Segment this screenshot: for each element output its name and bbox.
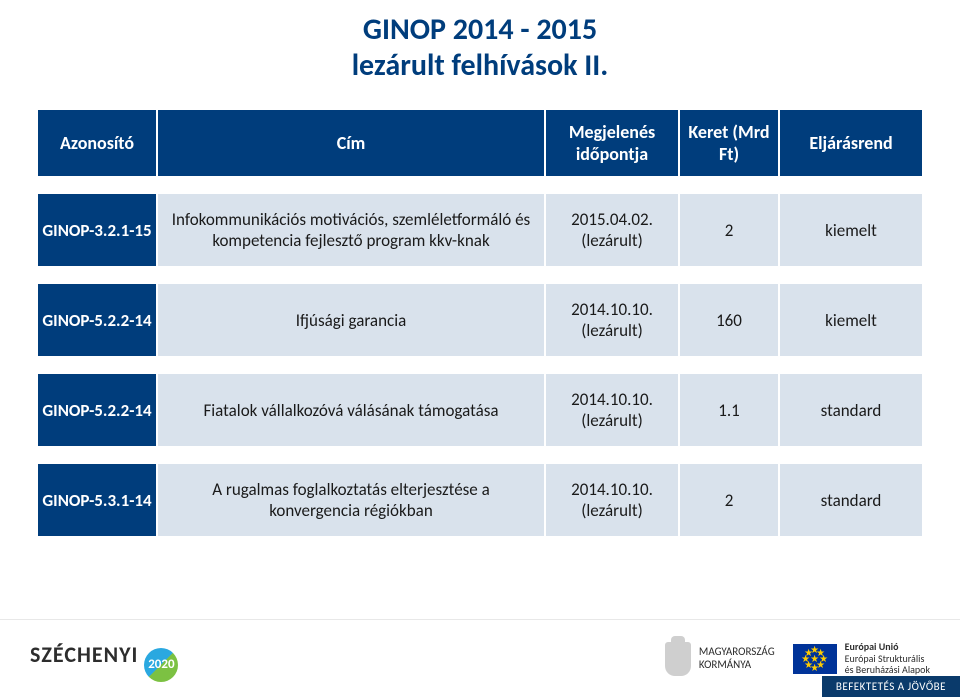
row-gap <box>38 266 922 284</box>
col-header-procedure: Eljárásrend <box>780 110 922 176</box>
gov-text: MAGYARORSZÁG KORMÁNYA <box>699 646 775 670</box>
row-gap <box>38 356 922 374</box>
table-row: GINOP-5.2.2-14 Ifjúsági garancia 2014.10… <box>38 284 922 356</box>
row-gap <box>38 176 922 194</box>
col-header-title: Cím <box>158 110 546 176</box>
gov-line-1: MAGYARORSZÁG <box>699 646 775 658</box>
cell-procedure: kiemelt <box>780 194 922 266</box>
szechenyi-2020-badge: 2020 <box>144 648 178 682</box>
page-title: GINOP 2014 - 2015 lezárult felhívások II… <box>0 12 960 84</box>
cell-budget: 2 <box>680 464 780 536</box>
cell-date: 2014.10.10. (lezárult) <box>546 464 680 536</box>
cell-date: 2015.04.02. (lezárult) <box>546 194 680 266</box>
eu-line-3: és Beruházási Alapok <box>845 664 930 676</box>
eu-block: Európai Unió Európai Strukturális és Ber… <box>793 641 930 676</box>
coat-of-arms-icon <box>665 642 691 676</box>
footer-right: MAGYARORSZÁG KORMÁNYA Európai Unió Európ… <box>665 641 930 676</box>
table-header-row: Azonosító Cím Megjelenés időpontja Keret… <box>38 110 922 176</box>
calls-table: Azonosító Cím Megjelenés időpontja Keret… <box>38 110 922 536</box>
cell-id: GINOP-5.2.2-14 <box>38 374 158 446</box>
cell-date: 2014.10.10. (lezárult) <box>546 284 680 356</box>
cell-title: Fiatalok vállalkozóvá válásának támogatá… <box>158 374 546 446</box>
eu-text: Európai Unió Európai Strukturális és Ber… <box>845 641 930 676</box>
footer: SZÉCHENYI 2020 MAGYARORSZÁG KORMÁNYA Eur… <box>0 619 960 697</box>
cell-id: GINOP-3.2.1-15 <box>38 194 158 266</box>
cell-procedure: standard <box>780 464 922 536</box>
col-header-date: Megjelenés időpontja <box>546 110 680 176</box>
szechenyi-logo: SZÉCHENYI 2020 <box>30 641 178 676</box>
cell-id: GINOP-5.3.1-14 <box>38 464 158 536</box>
gov-block: MAGYARORSZÁG KORMÁNYA <box>665 642 775 676</box>
title-line-1: GINOP 2014 - 2015 <box>363 11 597 48</box>
table-row: GINOP-5.3.1-14 A rugalmas foglalkoztatás… <box>38 464 922 536</box>
gov-line-2: KORMÁNYA <box>699 659 775 671</box>
cell-budget: 2 <box>680 194 780 266</box>
table-row: GINOP-5.2.2-14 Fiatalok vállalkozóvá vál… <box>38 374 922 446</box>
cell-procedure: kiemelt <box>780 284 922 356</box>
cell-budget: 160 <box>680 284 780 356</box>
szechenyi-text: SZÉCHENYI <box>30 641 138 668</box>
cell-id: GINOP-5.2.2-14 <box>38 284 158 356</box>
cell-procedure: standard <box>780 374 922 446</box>
cell-title: Ifjúsági garancia <box>158 284 546 356</box>
cell-budget: 1.1 <box>680 374 780 446</box>
col-header-budget: Keret (Mrd Ft) <box>680 110 780 176</box>
title-line-2: lezárult felhívások II. <box>352 47 609 84</box>
cell-title: Infokommunikációs motivációs, szemléletf… <box>158 194 546 266</box>
cell-date: 2014.10.10. (lezárult) <box>546 374 680 446</box>
col-header-id: Azonosító <box>38 110 158 176</box>
table-row: GINOP-3.2.1-15 Infokommunikációs motivác… <box>38 194 922 266</box>
slide: GINOP 2014 - 2015 lezárult felhívások II… <box>0 0 960 697</box>
slogan-banner: BEFEKTETÉS A JÖVŐBE <box>822 676 960 697</box>
row-gap <box>38 446 922 464</box>
eu-flag-icon <box>793 644 837 674</box>
cell-title: A rugalmas foglalkoztatás elterjesztése … <box>158 464 546 536</box>
